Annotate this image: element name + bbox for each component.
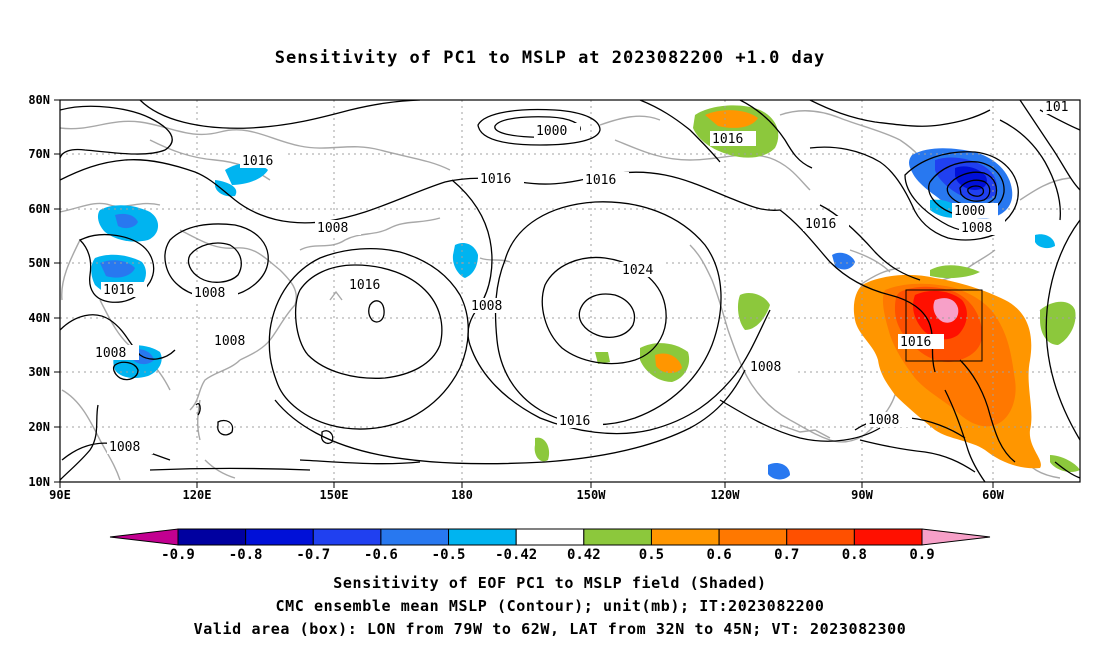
contour-label: 1016 — [712, 132, 743, 147]
mslp-contours — [60, 100, 1080, 482]
contour-label: 1016 — [349, 278, 380, 293]
colorbar-box — [515, 528, 585, 546]
contour-label: 1000 — [536, 124, 567, 139]
colorbar-label: 0.8 — [842, 547, 867, 563]
positive-region-arctic-inner — [705, 110, 758, 128]
contour-label: 1008 — [95, 346, 126, 361]
contour-label: 1016 — [480, 172, 511, 187]
colorbar-label: 0.7 — [774, 547, 799, 563]
lon-label: 150E — [320, 488, 349, 502]
colorbar-label: 0.9 — [909, 547, 934, 563]
colorbar: -0.9 -0.8 -0.7 -0.6 -0.5 -0.42 0.42 0.5 0.6 0.7 0.… — [109, 528, 991, 563]
contour-label: 1008 — [109, 440, 140, 455]
contour-label: 1008 — [868, 413, 899, 428]
lat-label: 80N — [28, 93, 50, 107]
negative-region-siberia-3 — [225, 163, 268, 185]
colorbar-label: -0.7 — [296, 547, 330, 563]
contour-labels: 1000 1016 1016 1016 1016 1008 1024 1016 … — [93, 99, 1079, 455]
positive-region-atlantic-green2 — [930, 265, 980, 279]
negative-region-pacific — [452, 243, 478, 278]
positive-region-pacific-small — [534, 437, 550, 462]
positive-region-atlantic-peak — [933, 298, 959, 323]
contour-label: 1016 — [242, 154, 273, 169]
lat-label: 40N — [28, 311, 50, 325]
negative-region-na-west — [832, 252, 855, 270]
negative-region-siberia-4 — [215, 180, 237, 197]
colorbar-box — [245, 528, 314, 546]
positive-region-pacific-small2 — [595, 352, 610, 364]
lat-label: 10N — [28, 475, 50, 489]
positive-region-atlantic-green3 — [1050, 455, 1080, 473]
lon-label: 180 — [451, 488, 473, 502]
positive-region-pacific-east-inner — [655, 353, 682, 374]
colorbar-box — [718, 528, 788, 546]
contour-label: 1016 — [585, 173, 616, 188]
contour-label: 1000 — [954, 204, 985, 219]
valid-area-box — [905, 289, 983, 362]
contour-label: 1008 — [317, 221, 348, 236]
colorbar-label: -0.5 — [432, 547, 466, 563]
negative-region-mexico — [768, 463, 790, 480]
colorbar-box — [786, 528, 855, 546]
lon-label: 150W — [577, 488, 607, 502]
colorbar-box — [312, 528, 382, 546]
caption-line-3: Valid area (box): LON from 79W to 62W, L… — [193, 620, 907, 638]
colorbar-box — [583, 528, 652, 546]
contour-label: 1024 — [622, 263, 653, 278]
colorbar-label: 0.5 — [639, 547, 664, 563]
colorbar-right-arrow — [921, 528, 991, 546]
contour-label: 1016 — [900, 335, 931, 350]
lat-label: 50N — [28, 256, 50, 270]
lon-label: 120W — [711, 488, 741, 502]
colorbar-box — [177, 528, 247, 546]
lat-label: 20N — [28, 420, 50, 434]
colorbar-box — [448, 528, 517, 546]
contour-label: 1008 — [214, 334, 245, 349]
negative-region-siberia-2-inner — [100, 260, 135, 278]
colorbar-box — [650, 528, 720, 546]
lat-label: 30N — [28, 365, 50, 379]
negative-region-atlantic-small — [1035, 234, 1055, 249]
latitude-labels: 80N 70N 60N 50N 40N 30N 20N 10N — [28, 93, 50, 489]
contour-label: 1016 — [559, 414, 590, 429]
colorbar-label: -0.6 — [364, 547, 398, 563]
colorbar-label: -0.42 — [495, 547, 537, 563]
caption-line-2: CMC ensemble mean MSLP (Contour); unit(m… — [275, 597, 825, 615]
lon-label: 60W — [982, 488, 1004, 502]
lat-label: 70N — [28, 147, 50, 161]
lat-label: 60N — [28, 202, 50, 216]
colorbar-left-arrow — [109, 528, 179, 546]
colorbar-box — [380, 528, 450, 546]
contour-label: 1008 — [471, 299, 502, 314]
positive-region-na-coast — [737, 293, 770, 330]
map-frame — [59, 99, 1081, 483]
contour-label: 1016 — [805, 217, 836, 232]
contour-label: 1008 — [961, 221, 992, 236]
caption-line-1: Sensitivity of EOF PC1 to MSLP field (Sh… — [333, 574, 767, 592]
axis-ticks — [54, 99, 994, 488]
lon-label: 90E — [49, 488, 71, 502]
colorbar-box — [853, 528, 923, 546]
longitude-labels: 90E 120E 150E 180 150W 120W 90W 60W — [49, 488, 1004, 502]
colorbar-label: -0.8 — [229, 547, 263, 563]
colorbar-label: -0.9 — [161, 547, 195, 563]
sensitivity-shading — [91, 105, 1080, 480]
negative-region-siberia-1-inner — [115, 213, 138, 229]
map-title: Sensitivity of PC1 to MSLP at 2023082200… — [274, 48, 826, 68]
colorbar-label: 0.42 — [567, 547, 601, 563]
lon-label: 120E — [183, 488, 212, 502]
contour-label: 1008 — [750, 360, 781, 375]
lon-label: 90W — [851, 488, 873, 502]
contour-label: 101 — [1045, 100, 1068, 115]
positive-region-atlantic-green — [1040, 301, 1076, 345]
colorbar-label: 0.6 — [706, 547, 731, 563]
contour-label: 1008 — [194, 286, 225, 301]
contour-label: 1016 — [103, 283, 134, 298]
